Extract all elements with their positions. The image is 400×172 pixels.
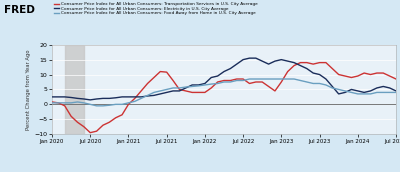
Legend: Consumer Price Index for All Urban Consumers: Transportation Services in U.S. Ci: Consumer Price Index for All Urban Consu… (54, 2, 257, 15)
Y-axis label: Percent Change from Year Ago: Percent Change from Year Ago (26, 49, 31, 130)
Bar (65, 45, 84, 134)
Text: FRED: FRED (4, 5, 35, 15)
